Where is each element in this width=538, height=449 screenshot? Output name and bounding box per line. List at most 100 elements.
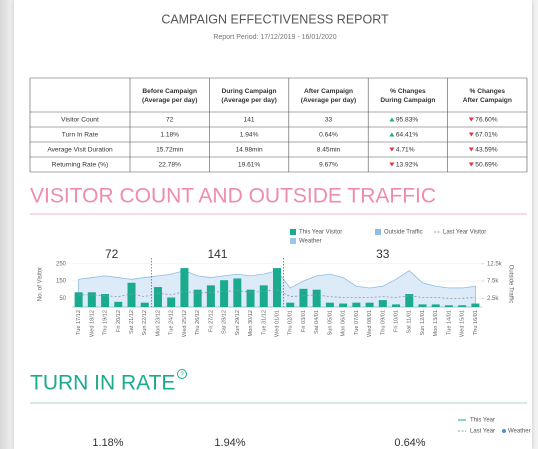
column-header: (Average per day) — [301, 97, 356, 104]
x-tick-label: Sun 05/01 — [327, 310, 333, 336]
help-icon-text: ? — [180, 372, 184, 378]
y2-axis-label: Outside Traffic — [507, 265, 513, 304]
change: 43.59% — [475, 146, 498, 153]
cell: 141 — [244, 116, 255, 123]
cell: 9.67% — [319, 161, 338, 168]
change: 67.01% — [475, 131, 498, 138]
arrow-down — [468, 132, 474, 137]
bar — [286, 302, 295, 307]
cell: 1.18% — [160, 131, 179, 138]
legend-swatch — [290, 229, 296, 235]
x-tick-label: Wed 18/12 — [89, 310, 95, 337]
x-tick-label: Thu 02/01 — [288, 310, 294, 335]
x-tick-label: Tue 31/12 — [261, 310, 267, 335]
x-tick-label: Tue 24/12 — [169, 310, 175, 335]
x-tick-label: Wed 25/12 — [182, 310, 188, 337]
bar — [325, 302, 334, 307]
bar — [312, 289, 321, 307]
bar — [444, 305, 453, 307]
bar — [392, 304, 401, 307]
section-title: TURN IN RATE — [30, 372, 175, 395]
cell: 14.98min — [236, 146, 263, 153]
x-tick-label: Sat 28/12 — [222, 310, 228, 334]
bar — [153, 287, 162, 307]
column-header: During Campaign — [380, 97, 435, 104]
bar — [167, 297, 176, 307]
last-year-line — [78, 289, 476, 299]
y2-tick-label: 12.5k — [487, 261, 503, 267]
report-title: CAMPAIGN EFFECTIVENESS REPORT — [161, 12, 389, 26]
row-label: Average Visit Duration — [47, 146, 113, 153]
x-tick-label: Fri 03/01 — [301, 310, 307, 332]
x-tick-label: Wed 15/01 — [460, 310, 466, 337]
x-tick-label: Tue 17/12 — [76, 310, 82, 335]
bar — [339, 303, 348, 307]
cell: 19.61% — [238, 161, 261, 168]
bar — [180, 268, 189, 307]
help-icon — [177, 369, 187, 379]
bar — [352, 302, 361, 307]
arrow-down — [468, 117, 474, 122]
x-tick-label: Mon 13/01 — [433, 310, 439, 336]
arrow-up — [389, 117, 395, 122]
bar — [458, 305, 467, 307]
column-header: After Campaign — [304, 88, 353, 95]
legend-label: Weather — [508, 429, 531, 435]
row-label: Visitor Count — [61, 116, 99, 123]
bar — [299, 288, 308, 307]
cell: 33 — [325, 116, 333, 123]
y-axis-label: No. of Visitor — [38, 267, 44, 301]
x-tick-label: Tue 07/01 — [354, 310, 360, 335]
x-tick-label: Thu 09/01 — [380, 310, 386, 335]
column-header: During Campaign — [222, 88, 277, 95]
x-tick-label: Mon 06/01 — [341, 310, 347, 336]
change: 13.92% — [396, 161, 419, 168]
y-tick-label: 250 — [56, 261, 67, 267]
section-title: VISITOR COUNT AND OUTSIDE TRAFFIC — [30, 185, 436, 208]
legend-label: Outside Traffic — [384, 230, 423, 236]
bar — [471, 303, 480, 307]
arrow-down — [389, 162, 395, 167]
column-header: Before Campaign — [142, 88, 197, 95]
legend-label: Weather — [299, 239, 322, 245]
legend-swatch — [375, 229, 381, 235]
phase-average: 72 — [105, 247, 119, 261]
change: 50.69% — [475, 161, 498, 168]
y2-tick-label: 2.5k — [487, 296, 499, 302]
arrow-down — [468, 162, 474, 167]
arrow-up — [389, 132, 395, 137]
x-tick-label: Sat 04/01 — [314, 310, 320, 334]
column-header: % Changes — [470, 88, 506, 95]
legend-label: This Year — [470, 418, 495, 424]
arrow-down — [389, 147, 395, 152]
arrow-down — [468, 147, 474, 152]
column-header: After Campaign — [463, 97, 512, 104]
legend-label: Last Year — [470, 429, 495, 435]
cell: 1.94% — [240, 131, 259, 138]
bar — [87, 292, 96, 307]
rate-value: 0.64% — [394, 437, 425, 449]
x-tick-label: Mon 23/12 — [155, 310, 161, 336]
change: 64.41% — [396, 131, 419, 138]
cell: 8.45min — [317, 146, 341, 153]
cell: 72 — [166, 116, 174, 123]
y2-tick-label: 7.5k — [487, 279, 499, 285]
report-subtitle: Report Period: 17/12/2019 - 16/01/2020 — [213, 34, 336, 41]
x-tick-label: Sun 22/12 — [142, 310, 148, 336]
change: 95.83% — [396, 116, 419, 123]
bar — [127, 282, 136, 307]
x-tick-label: Fri 27/12 — [208, 310, 214, 332]
x-tick-label: Thu 19/12 — [103, 310, 109, 335]
column-header: % Changes — [390, 88, 426, 95]
change: 4.71% — [396, 146, 415, 153]
bar — [418, 304, 427, 307]
bar — [206, 285, 215, 307]
bar — [405, 294, 414, 307]
x-tick-label: Fri 10/01 — [394, 310, 400, 332]
bar — [273, 268, 281, 307]
legend-label: Last Year Visitor — [443, 230, 486, 236]
x-tick-label: Sun 29/12 — [235, 310, 241, 336]
bar — [114, 301, 123, 307]
